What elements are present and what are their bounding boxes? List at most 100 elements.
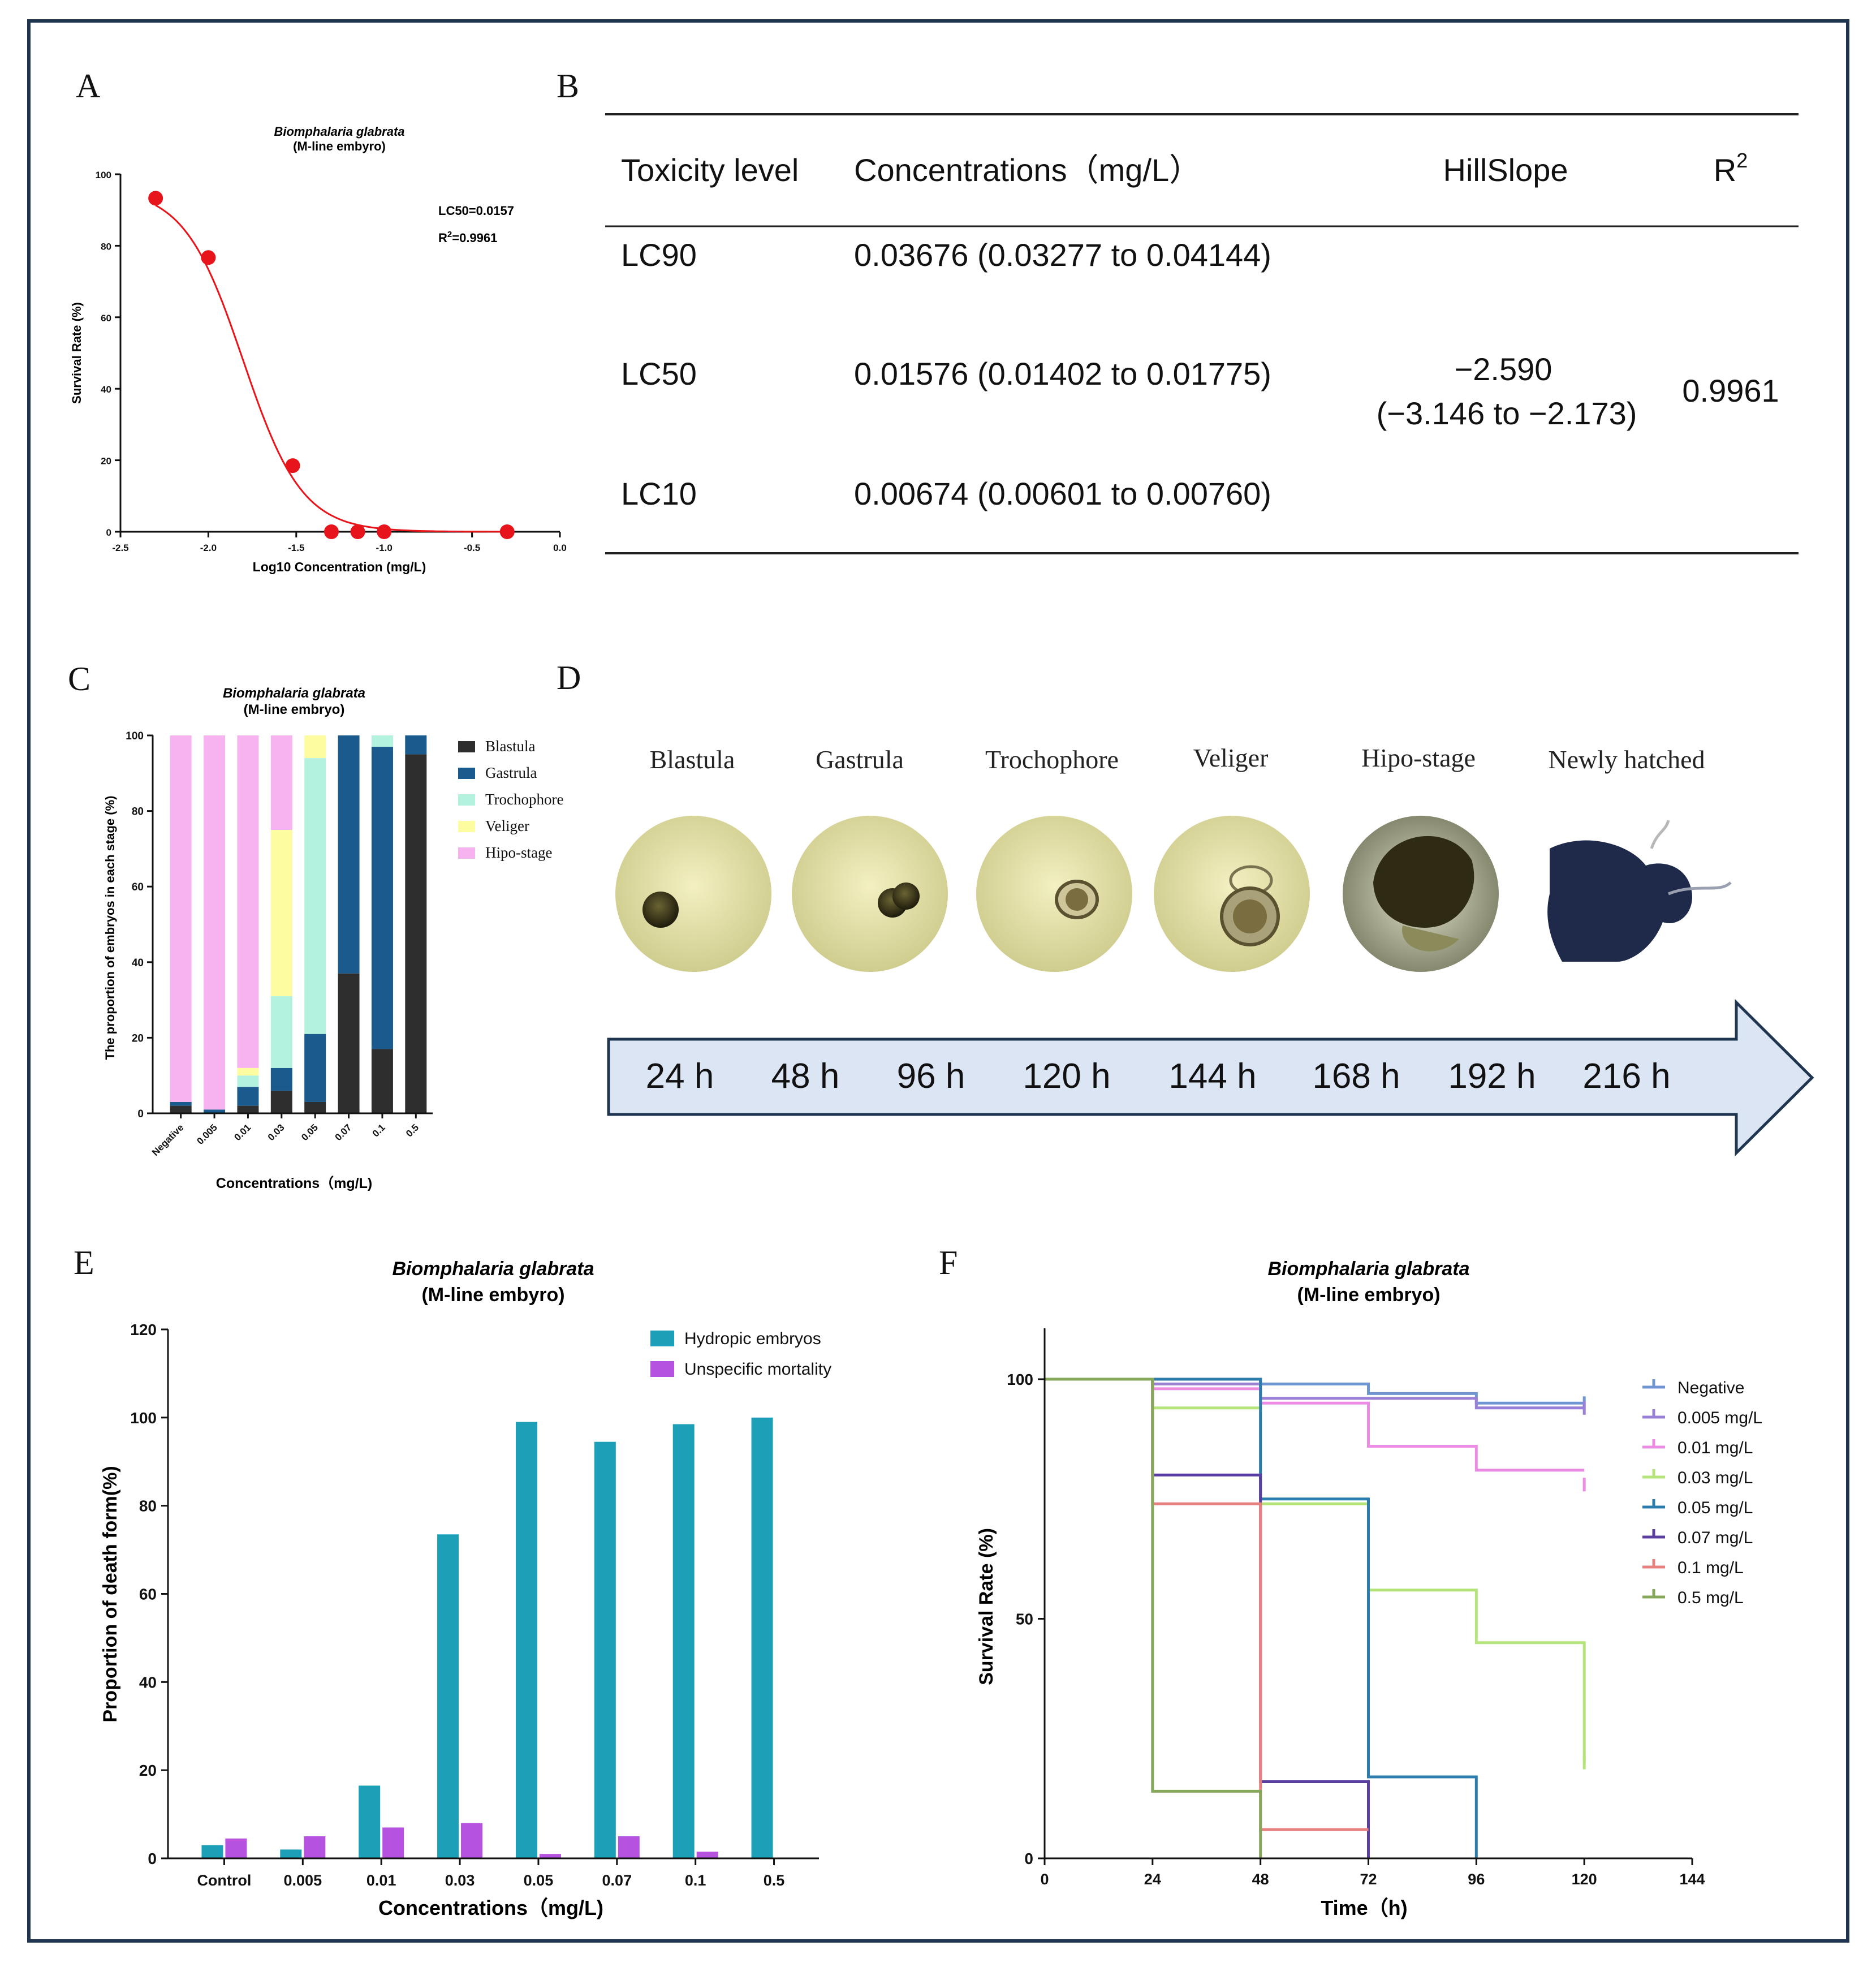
table-hillslope-ci: (−3.146 to −2.173) [1377, 395, 1637, 431]
chart-e-legend-swatch-unspecific-mortality [650, 1361, 674, 1377]
chart-c-y-tick-label: 80 [132, 806, 144, 818]
chart-a-data-point [377, 524, 392, 539]
chart-f-y-tick-label: 50 [1016, 1611, 1033, 1628]
chart-c-legend-label-blastula: Blastula [485, 738, 536, 755]
chart-c-bar-veliger [304, 735, 326, 759]
chart-e-bar-unspecific-mortality [539, 1854, 561, 1858]
panel-label-f: F [939, 1244, 958, 1281]
chart-a-x-tick-label: -2.5 [112, 543, 128, 553]
stage-label-trochophore: Trochophore [985, 745, 1119, 774]
chart-f-legend-label-negative: Negative [1677, 1379, 1744, 1397]
table-header-concentrations: Concentrations（mg/L） [854, 152, 1201, 188]
chart-f-legend-label-0-1-mg-l: 0.1 mg/L [1677, 1559, 1744, 1577]
chart-e-x-tick-label: 0.5 [764, 1872, 785, 1889]
chart-e-y-tick-label: 40 [139, 1673, 157, 1691]
chart-c-y-label: The proportion of embryos in each stage … [103, 796, 117, 1060]
chart-c-bar-hipo-stage [204, 735, 226, 1110]
chart-a-data-point [148, 191, 163, 206]
chart-e-x-tick-label: 0.07 [602, 1872, 632, 1889]
chart-c-y-tick-label: 60 [132, 881, 144, 893]
newly-hatched-image [1547, 820, 1732, 962]
chart-e-y-tick-label: 120 [130, 1321, 157, 1338]
chart-e-subtitle: (M-line embyro) [421, 1284, 564, 1306]
chart-c-legend-swatch-gastrula [458, 768, 475, 779]
chart-f-legend-label-0-005-mg-l: 0.005 mg/L [1677, 1409, 1762, 1427]
chart-a-y-tick-label: 0 [106, 527, 111, 538]
table-row-level-lc50: LC50 [621, 356, 697, 391]
chart-a-x-tick-label: -0.5 [464, 543, 480, 553]
chart-a-y-tick-label: 20 [101, 456, 111, 467]
panel-label-a: A [76, 67, 100, 105]
chart-f-x-tick-label: 120 [1572, 1871, 1597, 1888]
chart-e-bar-hydropic-embryos [437, 1534, 459, 1858]
chart-a-data-point [201, 250, 216, 265]
chart-f-x-tick-label: 0 [1040, 1871, 1049, 1888]
chart-f-line-0-1-mg-l [1045, 1377, 1369, 1831]
chart-c-x-tick-label: 0.03 [266, 1122, 287, 1143]
chart-e-bar-hydropic-embryos [280, 1849, 302, 1858]
chart-e-bar-unspecific-mortality [304, 1836, 326, 1858]
table-row-conc-lc90: 0.03676 (0.03277 to 0.04144) [854, 237, 1271, 273]
chart-f-legend-label-0-03-mg-l: 0.03 mg/L [1677, 1469, 1753, 1487]
chart-f-line-0-03-mg-l [1045, 1377, 1586, 1763]
chart-a-y-tick-label: 100 [96, 170, 111, 180]
chart-e-y-tick-label: 80 [139, 1497, 157, 1515]
chart-c-bar-blastula [170, 1105, 192, 1113]
chart-a-x-tick-label: -1.0 [376, 543, 393, 553]
chart-c-legend-swatch-blastula [458, 741, 475, 752]
chart-c-y-tick-label: 100 [126, 730, 144, 742]
panel-f-chart: F Biomphalaria glabrata (M-line embryo) … [939, 1244, 1762, 1919]
chart-c-bar-blastula [237, 1105, 259, 1113]
chart-c-bar-gastrula [170, 1101, 192, 1106]
chart-c-bar-trochophore [237, 1075, 259, 1087]
chart-f-legend-label-0-07-mg-l: 0.07 mg/L [1677, 1529, 1753, 1547]
chart-a-title: Biomphalaria glabrata [274, 124, 404, 139]
chart-c-bar-gastrula [304, 1034, 326, 1102]
table-header-r2: R2 [1714, 149, 1748, 188]
chart-a-x-tick-label: -2.0 [200, 543, 217, 553]
chart-a-y-label: Survival Rate (%) [70, 302, 84, 404]
chart-c-x-tick-label: 0.07 [333, 1122, 354, 1143]
chart-c-bar-blastula [405, 754, 427, 1113]
chart-a-x-tick-label: -1.5 [288, 543, 304, 553]
chart-c-y-tick-label: 40 [132, 957, 144, 969]
chart-f-legend-label-0-05-mg-l: 0.05 mg/L [1677, 1499, 1753, 1517]
chart-c-bar-trochophore [371, 735, 393, 747]
stage-label-blastula: Blastula [650, 745, 735, 774]
chart-c-subtitle: (M-line embryo) [244, 702, 345, 717]
chart-e-y-tick-label: 100 [130, 1409, 157, 1427]
stage-label-gastrula: Gastrula [816, 745, 904, 774]
chart-c-bar-hipo-stage [270, 735, 292, 830]
chart-a-lc50-annotation: LC50=0.0157 [438, 204, 514, 218]
stage-label-veliger: Veliger [1193, 743, 1269, 772]
chart-c-bar-blastula [270, 1090, 292, 1113]
time-label-216h: 216 h [1582, 1057, 1670, 1096]
time-label-192h: 192 h [1448, 1057, 1536, 1096]
table-row-conc-lc10: 0.00674 (0.00601 to 0.00760) [854, 476, 1271, 511]
table-hillslope-value: −2.590 [1455, 351, 1552, 387]
chart-e-x-tick-label: 0.1 [685, 1872, 706, 1889]
panel-a-chart: A Biomphalaria glabrata (M-line embyro) … [70, 67, 567, 574]
chart-c-bar-gastrula [338, 735, 360, 974]
chart-f-subtitle: (M-line embryo) [1297, 1284, 1440, 1306]
chart-e-bar-hydropic-embryos [751, 1417, 773, 1858]
chart-f-line-0-5-mg-l [1045, 1377, 1262, 1858]
chart-c-bar-gastrula [371, 747, 393, 1049]
chart-c-x-tick-label: 0.05 [299, 1122, 320, 1143]
chart-f-legend-label-0-01-mg-l: 0.01 mg/L [1677, 1439, 1753, 1457]
chart-c-bar-hipo-stage [237, 735, 259, 1068]
stage-label-newly-hatched: Newly hatched [1548, 745, 1705, 774]
chart-c-x-tick-label: 0.1 [370, 1122, 387, 1139]
panel-c-chart: C Biomphalaria glabrata (M-line embryo) … [68, 660, 564, 1191]
panel-label-b: B [557, 67, 579, 105]
chart-a-x-label: Log10 Concentration (mg/L) [253, 559, 426, 574]
chart-c-bar-blastula [338, 973, 360, 1113]
chart-e-bar-unspecific-mortality [461, 1823, 483, 1858]
chart-c-bar-trochophore [270, 996, 292, 1068]
chart-e-y-tick-label: 60 [139, 1586, 157, 1603]
chart-e-x-tick-label: 0.01 [366, 1872, 396, 1889]
chart-f-x-tick-label: 48 [1252, 1871, 1269, 1888]
chart-c-title: Biomphalaria glabrata [223, 686, 365, 701]
chart-e-bar-unspecific-mortality [382, 1827, 404, 1858]
chart-f-y-tick-label: 0 [1024, 1850, 1033, 1867]
